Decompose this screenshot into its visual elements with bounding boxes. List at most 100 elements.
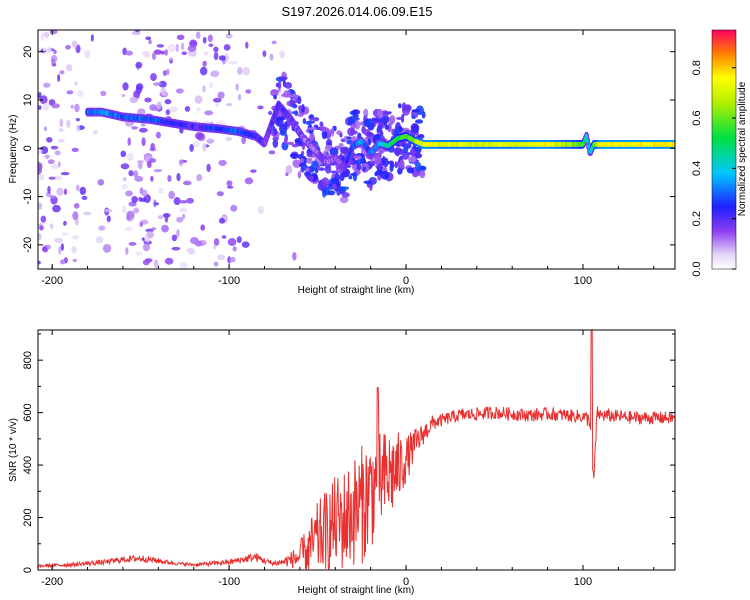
noise-cell: [153, 169, 163, 173]
noise-cell: [322, 189, 327, 198]
noise-cell: [135, 251, 143, 256]
noise-cell: [407, 155, 417, 163]
noise-cell: [43, 82, 51, 88]
noise-cell: [61, 232, 69, 236]
spectrogram-x-label: Height of straight line (km): [298, 285, 415, 296]
noise-cell: [325, 127, 330, 133]
noise-cell: [162, 70, 168, 76]
noise-cell: [419, 169, 426, 179]
noise-cell: [138, 196, 143, 202]
noise-cell: [171, 246, 181, 251]
noise-cell: [321, 129, 328, 140]
noise-cell: [204, 110, 214, 116]
x-tick-label: -100: [218, 576, 240, 588]
noise-cell: [321, 177, 330, 188]
noise-cell: [120, 163, 130, 170]
noise-cell: [200, 224, 206, 231]
noise-cell: [158, 80, 167, 88]
noise-cell: [206, 138, 215, 144]
noise-cell: [84, 49, 91, 59]
noise-cell: [383, 157, 389, 168]
noise-cell: [278, 76, 288, 81]
noise-cell: [347, 127, 356, 137]
noise-cell: [39, 174, 45, 180]
noise-cell: [164, 257, 174, 265]
noise-cell: [70, 104, 74, 109]
noise-cell: [135, 61, 143, 69]
noise-cell: [137, 161, 143, 170]
noise-cell: [148, 39, 152, 45]
noise-cell: [279, 50, 286, 59]
noise-cell: [382, 111, 391, 115]
noise-cell: [397, 103, 402, 109]
noise-cell: [106, 215, 111, 223]
noise-cell: [377, 124, 383, 131]
noise-cell: [262, 50, 267, 57]
noise-cell: [410, 123, 420, 134]
noise-cell: [226, 180, 233, 187]
noise-cell: [223, 44, 231, 51]
spectrogram-y-label: Frequency (Hz): [8, 115, 19, 184]
noise-cell: [312, 117, 320, 122]
colorbar-tick-label: 0.4: [691, 161, 703, 176]
snr-x-ticks: -200 -100 0 100: [41, 330, 655, 588]
noise-cell: [272, 138, 279, 148]
noise-cell: [415, 161, 422, 172]
colorbar-tick-label: 0.8: [691, 60, 703, 75]
noise-cell: [121, 93, 126, 97]
noise-cell: [153, 82, 162, 86]
noise-cell: [218, 55, 226, 61]
noise-cell: [65, 64, 73, 72]
colorbar-ticks: 0.0 0.2 0.4 0.6 0.8: [691, 60, 736, 277]
noise-cell: [54, 150, 61, 156]
noise-cell: [317, 165, 321, 170]
noise-cell: [308, 127, 317, 131]
noise-cell: [60, 172, 70, 176]
noise-cell: [97, 179, 105, 186]
noise-cell: [45, 47, 52, 53]
noise-cell: [217, 91, 225, 99]
noise-cell: [363, 180, 372, 185]
x-tick-label: -200: [41, 576, 63, 588]
noise-cell: [362, 166, 367, 172]
noise-cell: [38, 91, 42, 100]
noise-cell: [390, 162, 395, 169]
ridge-cell: [587, 143, 591, 149]
y-tick-label: -10: [22, 189, 34, 205]
noise-cell: [144, 233, 149, 242]
noise-cell: [383, 121, 388, 126]
noise-cell: [41, 246, 48, 252]
noise-cell: [257, 206, 265, 215]
noise-cell: [133, 170, 139, 178]
noise-cell: [226, 185, 234, 189]
noise-cell: [287, 141, 295, 145]
noise-cell: [297, 113, 304, 117]
noise-cell: [353, 155, 362, 160]
colorbar-tick-label: 0.2: [691, 211, 703, 226]
noise-cell: [53, 175, 63, 181]
noise-cell: [283, 90, 292, 98]
noise-cell: [394, 161, 398, 169]
noise-cell: [225, 33, 233, 39]
noise-cell: [398, 159, 405, 170]
noise-cell: [139, 187, 144, 195]
noise-cell: [57, 74, 61, 82]
noise-cell: [178, 200, 187, 204]
noise-cell: [56, 187, 64, 196]
noise-cell: [397, 167, 403, 175]
noise-cell: [216, 191, 224, 197]
noise-cell: [131, 195, 138, 203]
colorbar-tick-label: 0.6: [691, 110, 703, 125]
noise-cell: [394, 147, 403, 154]
noise-cell: [47, 185, 51, 194]
noise-cell: [126, 210, 135, 220]
noise-cell: [71, 40, 78, 48]
noise-cell: [351, 109, 361, 116]
noise-cell: [40, 215, 47, 223]
ridge-cell: [585, 138, 590, 144]
noise-cell: [180, 42, 185, 51]
noise-cell: [165, 109, 171, 116]
noise-cell: [279, 130, 287, 136]
noise-cell: [153, 49, 162, 55]
